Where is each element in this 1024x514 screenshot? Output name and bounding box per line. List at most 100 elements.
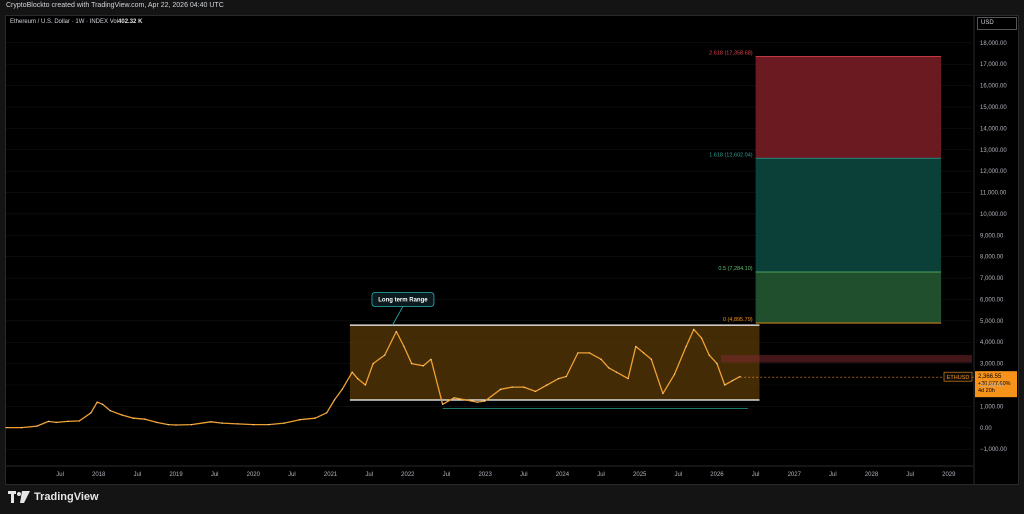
chart-overlays: Long term Range ETHUSD 2,366.55+20,677.60%… [371,292,1017,398]
fib-zone-0 [755,56,942,159]
price-tag-box [975,371,1017,398]
price-point [403,345,405,348]
x-tick-label: 2025 [633,472,647,478]
fib-label: 1.618 (12,602.04) [709,152,753,158]
price-point [693,328,695,331]
y-tick-label: 4,000.00 [980,340,1004,346]
top-bar: CryptoBlockto created with TradingView.c… [0,0,1024,14]
fib-zone-1 [755,158,942,273]
price-point [442,403,444,405]
y-tick-label: 0.00 [980,426,992,432]
price-tag-value: 2,366.55 [978,374,1002,380]
bottom-bar [0,485,1024,514]
chart-axes: −1,000.00 0.00 1,000.00 2,000.00 3,000.00 4,0… [6,16,1008,484]
x-tick-label: Jul [520,472,528,478]
price-point [121,414,123,416]
currency-selector[interactable]: USD [977,17,1017,30]
price-point [465,399,467,401]
range-box [349,325,760,400]
symbol-tag-box [943,371,973,382]
price-point [395,330,397,333]
x-tick-label: Jul [56,472,64,478]
price-point [190,423,193,426]
fib-label: 2.618 (17,358.68) [709,51,753,57]
x-tick-label: Jul [365,472,373,478]
x-tick-label: 2024 [556,472,570,478]
symbol-line: Ethereum / U.S. Dollar · 1W · INDEX [10,19,109,25]
price-point [422,365,424,367]
price-point [700,337,703,339]
price-point [210,421,212,423]
price-point [546,384,548,386]
x-tick-label: 2020 [247,472,261,478]
x-tick-label: 2021 [324,472,338,478]
x-tick-label: Jul [829,472,837,478]
price-point [357,377,359,380]
chart-zones: 2.618 (17,358.68) 1.618 (12,602.04) 0.5 (7… [349,51,972,409]
resistance-band [720,355,972,363]
price-point [708,354,710,356]
price-point [588,352,591,354]
price-point [326,412,328,414]
x-tick-label: Jul [134,472,142,478]
fib-zone-2 [755,272,942,324]
annotation-pointer [392,306,404,326]
y-tick-label: 17,000.00 [980,62,1007,68]
y-tick-label: 18,000.00 [980,41,1007,47]
price-point [523,386,525,388]
x-tick-label: Jul [443,472,451,478]
y-tick-label: 8,000.00 [980,255,1004,261]
price-point [20,426,23,429]
price-point [615,371,618,373]
price-point [268,423,270,426]
price-point [662,392,664,395]
price-point [600,358,602,360]
price-tag-countdown: 4d 20h [978,388,995,394]
price-point [237,423,239,425]
x-tick-label: 2018 [92,472,106,478]
x-tick-label: 2026 [710,472,724,478]
symbol-legend[interactable]: Ethereum / U.S. Dollar · 1W · INDEX Vol4… [10,19,142,25]
tradingview-logo[interactable]: TradingView [8,491,99,503]
y-tick-label: −1,000.00 [980,447,1008,453]
price-line [6,328,741,429]
price-point [144,418,146,420]
price-point [608,367,610,369]
price-point [673,373,676,375]
price-point [55,421,57,424]
volume-label: Vol [109,19,119,25]
x-tick-label: 2023 [478,472,492,478]
price-point [102,403,104,405]
x-tick-label: 2027 [788,472,802,478]
y-tick-label: 16,000.00 [980,84,1007,90]
credit-text: CryptoBlockto created with TradingView.c… [6,2,224,9]
x-tick-label: Jul [211,472,219,478]
price-tag-change: +20,677.60% [978,381,1011,387]
fib-label: 0 (4,895.79) [723,317,753,323]
price-point [484,400,486,402]
x-tick-label: Jul [597,472,605,478]
price-point [411,363,413,365]
price-point [283,422,285,424]
price-point [685,345,687,348]
y-tick-label: 1,000.00 [980,404,1004,410]
tradingview-logo-icon [8,491,30,503]
price-point [650,358,652,360]
x-tick-label: Jul [752,472,760,478]
volume-value: 402.32 K [118,19,143,25]
y-tick-label: 11,000.00 [980,191,1007,197]
x-tick-label: Jul [675,472,683,478]
y-tick-label: 7,000.00 [980,276,1004,282]
price-point [167,423,169,426]
price-point [109,410,111,412]
x-tick-label: 2019 [169,472,183,478]
chart-grid [6,42,972,450]
annotation-text: Long term Range [378,297,428,303]
symbol-tag: ETHUSD [947,375,970,381]
price-point [453,397,455,399]
price-point [511,386,513,388]
price-point [78,420,81,422]
price-point [534,390,536,393]
price-point [132,417,135,419]
